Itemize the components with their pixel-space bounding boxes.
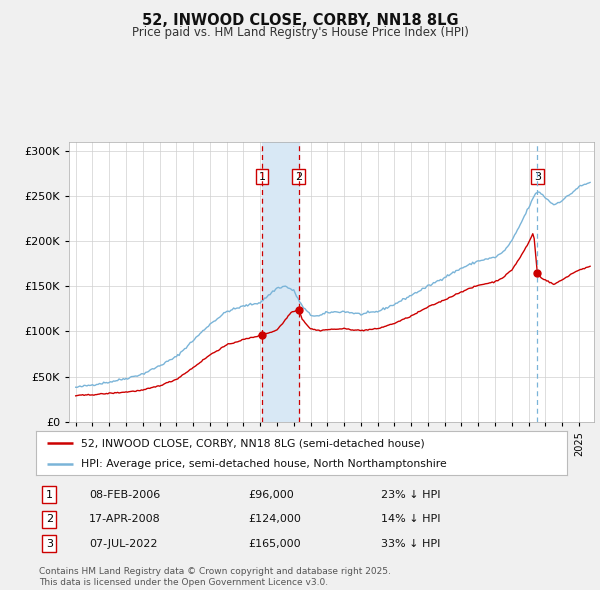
Text: HPI: Average price, semi-detached house, North Northamptonshire: HPI: Average price, semi-detached house,… (81, 459, 447, 469)
Text: £96,000: £96,000 (248, 490, 294, 500)
Text: 2: 2 (295, 172, 302, 182)
Text: 2: 2 (46, 514, 53, 524)
Text: 52, INWOOD CLOSE, CORBY, NN18 8LG: 52, INWOOD CLOSE, CORBY, NN18 8LG (142, 13, 458, 28)
Text: 1: 1 (46, 490, 53, 500)
Text: 23% ↓ HPI: 23% ↓ HPI (381, 490, 440, 500)
Text: 33% ↓ HPI: 33% ↓ HPI (381, 539, 440, 549)
Text: 3: 3 (46, 539, 53, 549)
Text: 07-JUL-2022: 07-JUL-2022 (89, 539, 158, 549)
Text: £124,000: £124,000 (248, 514, 301, 524)
Text: 14% ↓ HPI: 14% ↓ HPI (381, 514, 440, 524)
Text: 17-APR-2008: 17-APR-2008 (89, 514, 161, 524)
Text: 52, INWOOD CLOSE, CORBY, NN18 8LG (semi-detached house): 52, INWOOD CLOSE, CORBY, NN18 8LG (semi-… (81, 438, 425, 448)
Bar (262, 142, 299, 422)
Text: 1: 1 (259, 172, 265, 182)
Text: £165,000: £165,000 (248, 539, 301, 549)
Text: Price paid vs. HM Land Registry's House Price Index (HPI): Price paid vs. HM Land Registry's House … (131, 26, 469, 39)
Text: 3: 3 (534, 172, 541, 182)
Text: Contains HM Land Registry data © Crown copyright and database right 2025.
This d: Contains HM Land Registry data © Crown c… (39, 566, 391, 588)
Text: 08-FEB-2006: 08-FEB-2006 (89, 490, 160, 500)
